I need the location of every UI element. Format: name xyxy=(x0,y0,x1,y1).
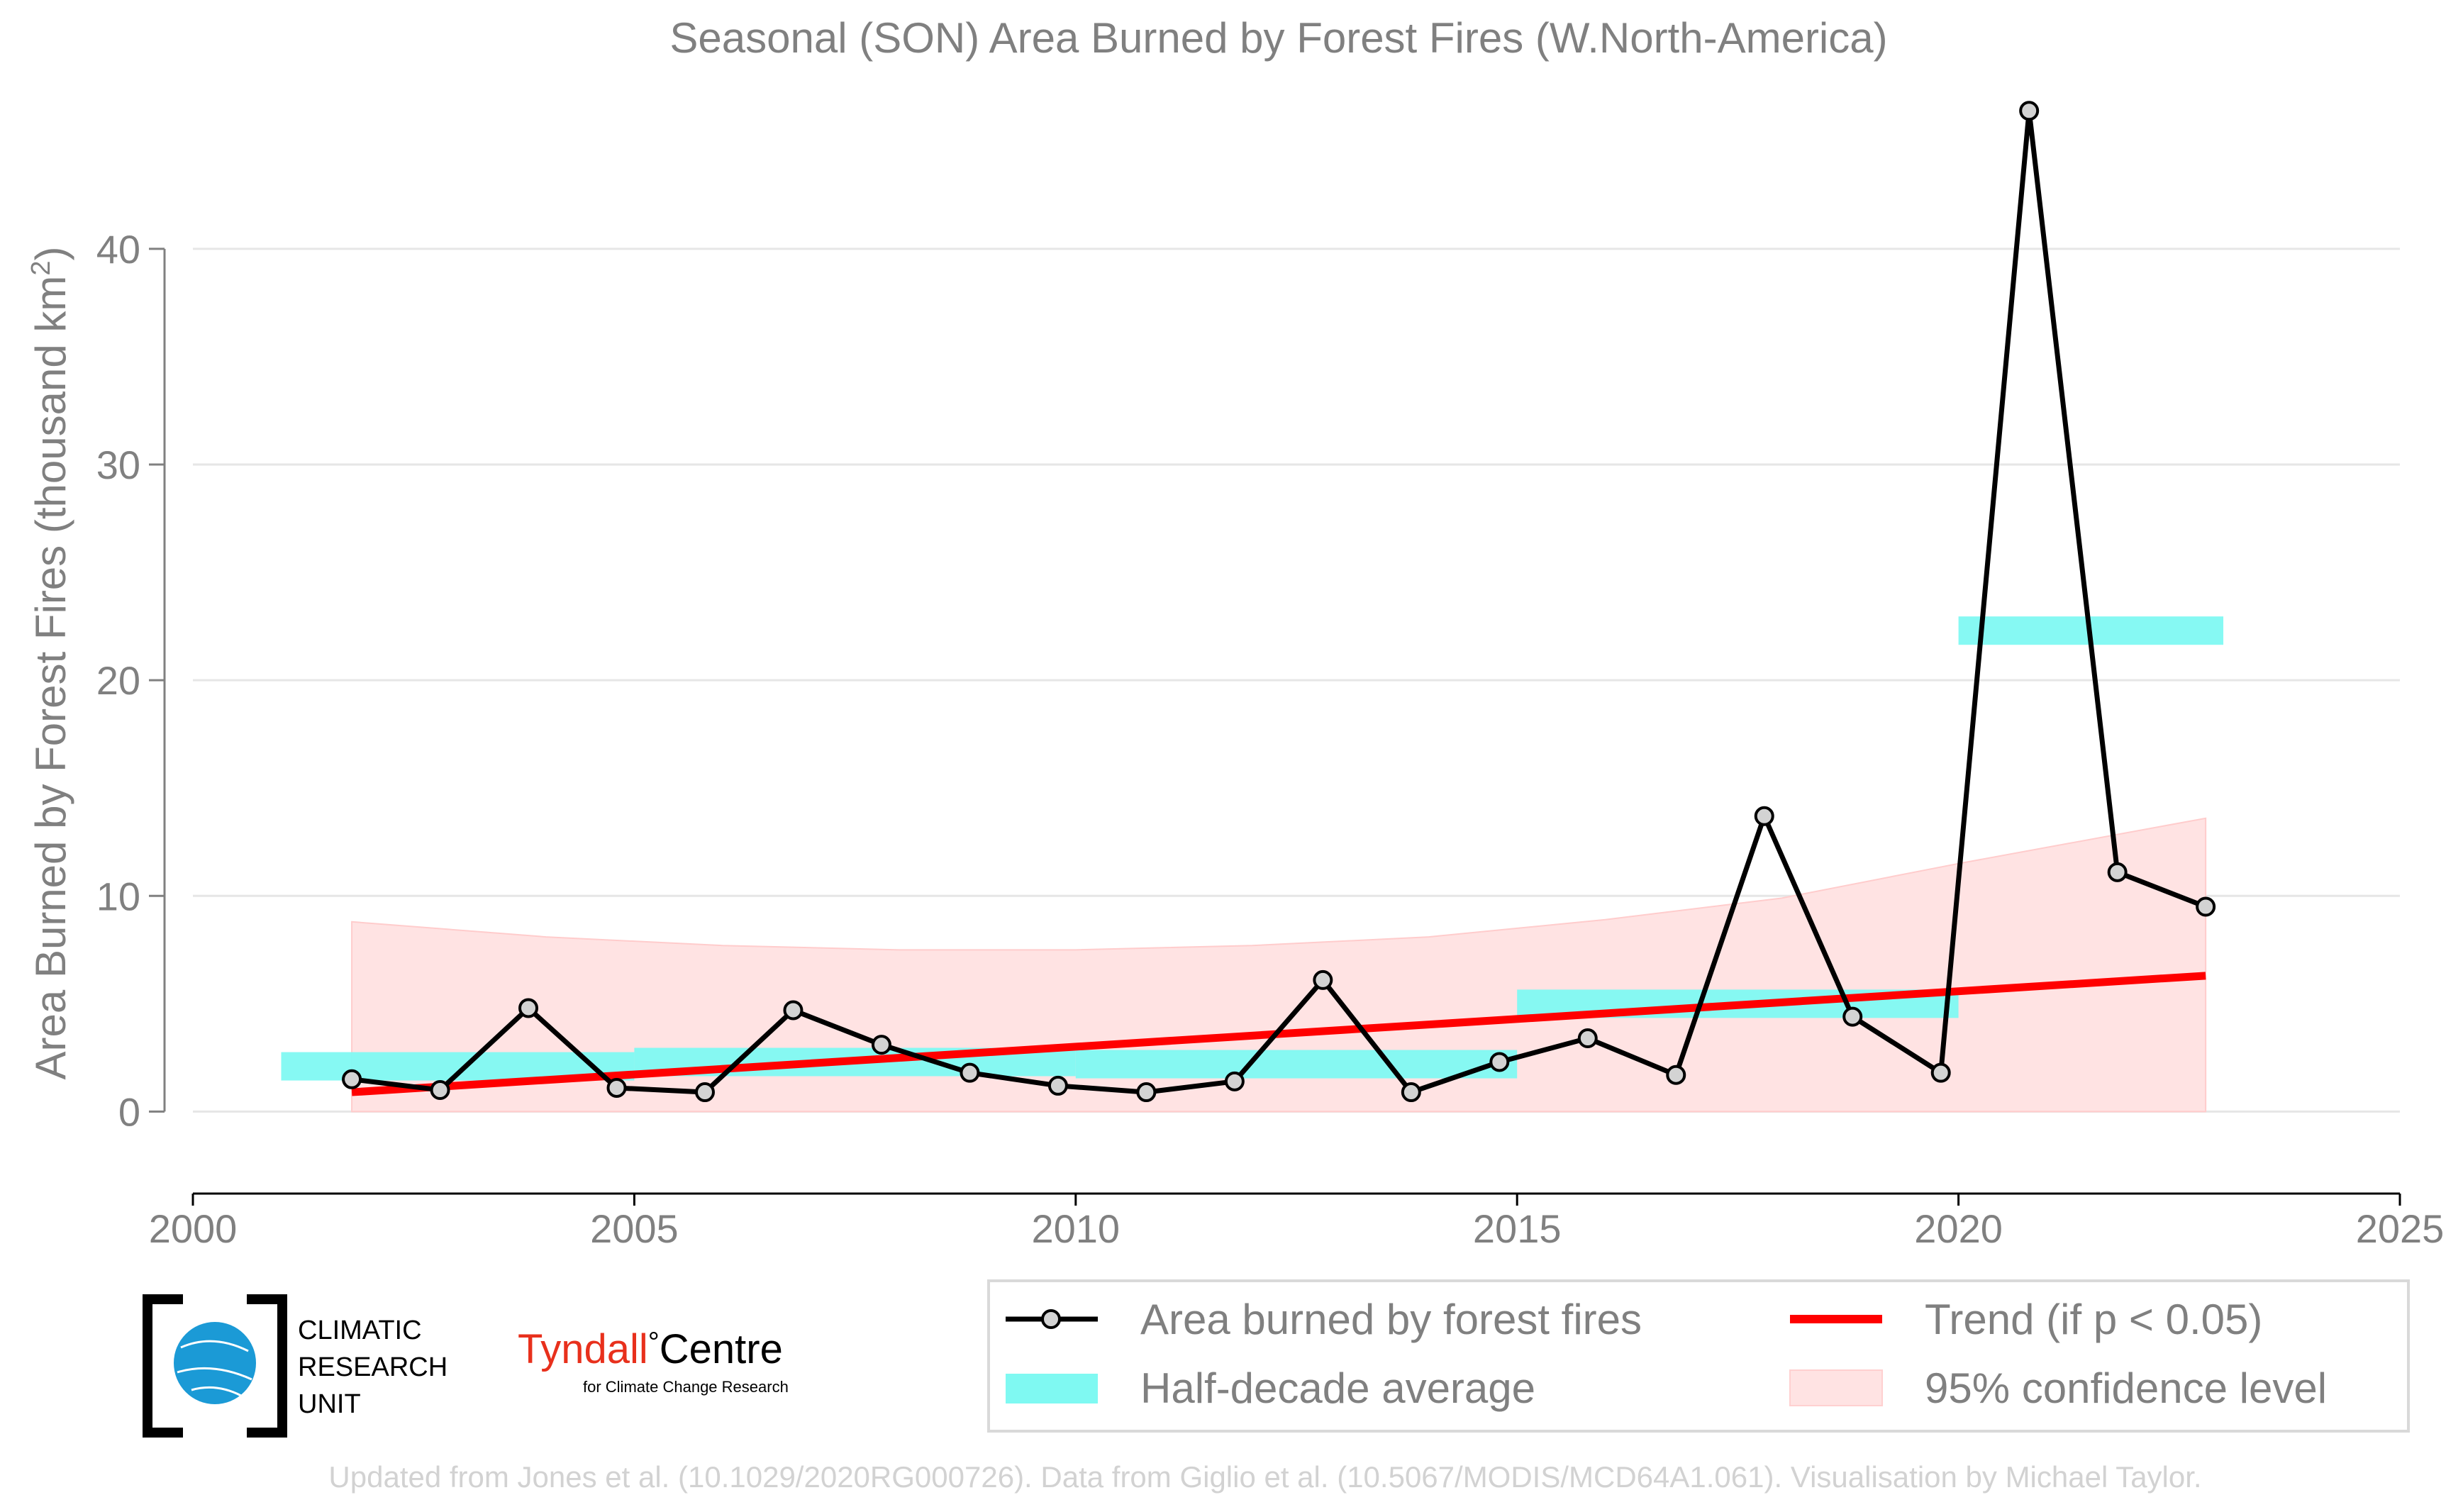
y-axis-label-close: ) xyxy=(27,247,74,261)
tyndall-logo-sub: for Climate Change Research xyxy=(583,1378,789,1396)
x-tick-label-2010: 2010 xyxy=(1032,1206,1121,1251)
y-tick-label-20: 20 xyxy=(96,658,140,703)
credit-text: Updated from Jones et al. (10.1029/2020R… xyxy=(328,1460,2201,1494)
legend-item-half-decade: Half-decade average xyxy=(1006,1364,1535,1412)
cru-logo-bracket xyxy=(143,1294,287,1438)
area-burned-point-8 xyxy=(1047,1075,1068,1096)
area-burned-point-12 xyxy=(1401,1082,1421,1103)
area-burned-point-10 xyxy=(1224,1071,1245,1091)
area-burned-point-6 xyxy=(871,1035,891,1055)
tyndall-logo-degree: ° xyxy=(648,1327,660,1358)
legend-marker-area-burned xyxy=(1041,1309,1061,1329)
tyndall-logo-name: Tyndall xyxy=(518,1326,648,1372)
series-layer xyxy=(342,101,2216,1103)
cru-logo-line2: RESEARCH xyxy=(298,1352,447,1382)
area-burned-point-19 xyxy=(2019,101,2040,121)
area-burned-point-3 xyxy=(606,1077,627,1098)
tyndall-logo-centre: Centre xyxy=(660,1326,783,1372)
legend: Area burned by forest fires Half-decade … xyxy=(987,1279,2410,1433)
area-burned-point-20 xyxy=(2107,862,2128,882)
area-burned-point-14 xyxy=(1577,1028,1598,1049)
area-burned-point-0 xyxy=(342,1069,362,1089)
y-tick-label-10: 10 xyxy=(96,874,140,918)
area-burned-point-9 xyxy=(1136,1082,1157,1103)
legend-item-confidence: 95% confidence level xyxy=(1789,1364,2327,1412)
legend-label-trend: Trend (if p < 0.05) xyxy=(1925,1296,2262,1343)
legend-label-area-burned: Area burned by forest fires xyxy=(1140,1296,1642,1343)
legend-frame xyxy=(987,1279,2410,1433)
area-burned-point-7 xyxy=(960,1062,980,1083)
x-tick-label-2000: 2000 xyxy=(149,1206,238,1251)
cru-logo: CLIMATIC RESEARCH UNIT xyxy=(143,1294,447,1438)
legend-swatch-confidence xyxy=(1789,1369,1883,1406)
area-burned-point-5 xyxy=(783,1000,804,1021)
area-burned-point-11 xyxy=(1313,969,1333,990)
cru-logo-line3: UNIT xyxy=(298,1389,361,1419)
y-tick-label-30: 30 xyxy=(96,443,140,487)
area-burned-point-16 xyxy=(1754,806,1774,826)
area-burned-point-17 xyxy=(1842,1006,1863,1027)
confidence-band xyxy=(351,817,2207,1113)
area-burned-point-21 xyxy=(2196,896,2216,917)
area-burned-point-1 xyxy=(430,1080,450,1101)
area-burned-point-15 xyxy=(1666,1064,1686,1085)
legend-item-trend: Trend (if p < 0.05) xyxy=(1790,1296,2262,1343)
chart-title: Seasonal (SON) Area Burned by Forest Fir… xyxy=(669,14,1887,62)
cru-globe-icon xyxy=(174,1322,256,1404)
y-axis-label-main: Area Burned by Forest Fires (thousand km xyxy=(27,276,74,1080)
area-burned-line xyxy=(351,110,2207,1096)
x-axis: 2000 2005 2010 2015 2020 2025 xyxy=(149,1192,2445,1251)
x-tick-label-2020: 2020 xyxy=(1914,1206,2003,1251)
y-tick-label-0: 0 xyxy=(118,1089,140,1134)
area-burned-point-18 xyxy=(1930,1062,1951,1083)
legend-label-confidence: 95% confidence level xyxy=(1925,1364,2327,1412)
area-burned-point-13 xyxy=(1489,1052,1510,1072)
cru-globe-lines xyxy=(177,1340,252,1397)
tyndall-logo-main: Tyndall°Centre xyxy=(518,1326,783,1372)
y-axis-ticks: 0 10 20 30 40 xyxy=(96,227,166,1134)
cru-logo-line1: CLIMATIC xyxy=(298,1316,422,1345)
half-decade-bar-2 xyxy=(1075,1050,1518,1079)
area-burned-point-4 xyxy=(694,1082,715,1103)
y-tick-label-40: 40 xyxy=(96,227,140,272)
tyndall-logo: Tyndall°Centre for Climate Change Resear… xyxy=(518,1326,789,1396)
legend-label-half-decade: Half-decade average xyxy=(1140,1364,1535,1412)
y-axis-label: Area Burned by Forest Fires (thousand km… xyxy=(26,247,74,1080)
legend-swatch-half-decade xyxy=(1006,1374,1098,1403)
confidence-band-layer xyxy=(351,817,2207,1113)
x-tick-label-2005: 2005 xyxy=(590,1206,679,1251)
area-burned-point-2 xyxy=(518,998,539,1018)
y-axis-label-sup: 2 xyxy=(26,261,56,276)
x-tick-label-2015: 2015 xyxy=(1473,1206,1562,1251)
legend-item-area-burned: Area burned by forest fires xyxy=(1006,1296,1642,1343)
x-tick-label-2025: 2025 xyxy=(2356,1206,2445,1251)
